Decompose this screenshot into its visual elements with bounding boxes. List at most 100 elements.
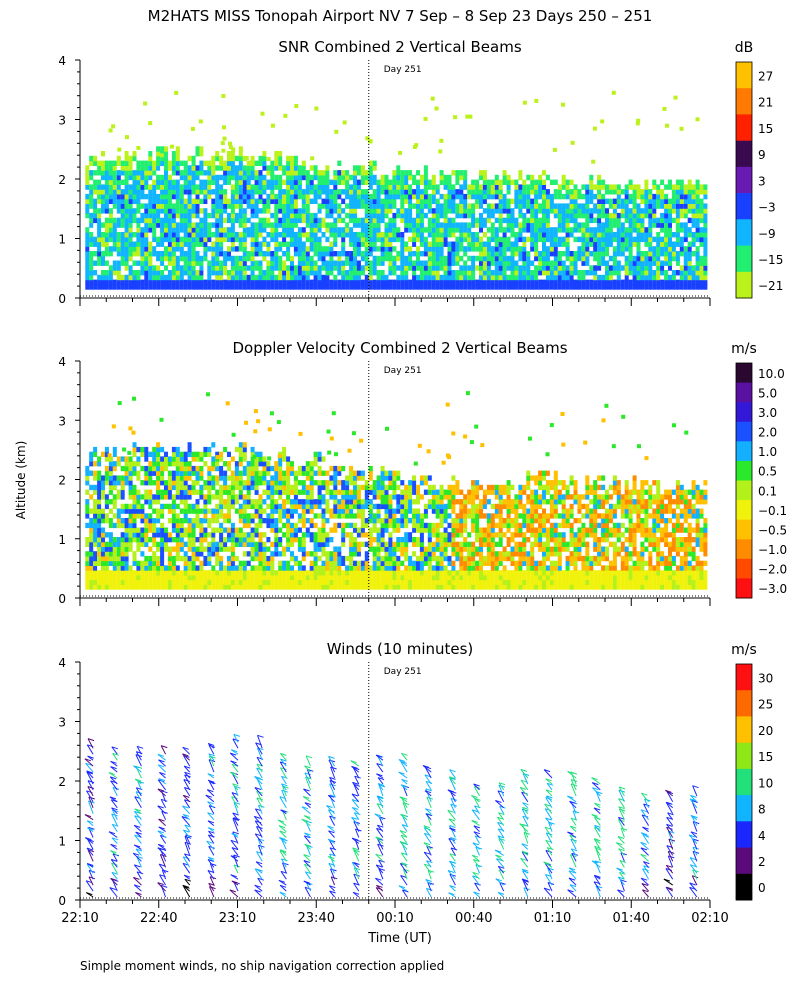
heatmap-cell — [180, 494, 184, 499]
heatmap-cell — [188, 232, 192, 237]
heatmap-cell — [306, 189, 310, 194]
heatmap-cell — [184, 256, 188, 261]
heatmap-cell — [160, 580, 164, 585]
heatmap-cell — [664, 246, 668, 251]
heatmap-cell — [196, 194, 200, 199]
heatmap-cell — [125, 504, 129, 509]
heatmap-cell — [266, 537, 270, 542]
heatmap-cell — [530, 184, 534, 189]
heatmap-cell — [152, 199, 156, 204]
heatmap-cell — [113, 189, 117, 194]
heatmap-cell — [302, 509, 306, 514]
heatmap-cell — [247, 280, 251, 285]
heatmap-cell — [255, 575, 259, 580]
heatmap-cell — [89, 542, 93, 547]
heatmap-cell — [176, 447, 180, 452]
heatmap-cell — [152, 466, 156, 471]
heatmap-cell — [475, 265, 479, 270]
heatmap-cell — [325, 170, 329, 175]
heatmap-cell — [585, 280, 589, 285]
heatmap-cell — [298, 194, 302, 199]
heatmap-cell — [133, 208, 137, 213]
heatmap-cell — [526, 251, 530, 256]
heatmap-cell — [503, 265, 507, 270]
heatmap-cell — [121, 466, 125, 471]
heatmap-cell — [487, 251, 491, 256]
heatmap-cell — [227, 452, 231, 457]
heatmap-cell — [459, 184, 463, 189]
heatmap-cell — [377, 218, 381, 223]
heatmap-cell — [184, 222, 188, 227]
heatmap-cell — [176, 165, 180, 170]
heatmap-cell — [196, 175, 200, 180]
heatmap-cell — [467, 242, 471, 247]
heatmap-cell — [400, 256, 404, 261]
heatmap-cell — [381, 261, 385, 266]
heatmap-cell — [117, 156, 121, 161]
heatmap-cell — [243, 213, 247, 218]
heatmap-cell — [329, 194, 333, 199]
heatmap-cell — [262, 284, 266, 289]
heatmap-cell — [585, 184, 589, 189]
heatmap-cell — [522, 184, 526, 189]
heatmap-cell — [369, 232, 373, 237]
heatmap-cell — [381, 256, 385, 261]
heatmap-cell — [247, 175, 251, 180]
heatmap-cell — [672, 280, 676, 285]
heatmap-cell — [199, 551, 203, 556]
heatmap-cell — [436, 213, 440, 218]
heatmap-cell — [255, 246, 259, 251]
heatmap-cell — [668, 213, 672, 218]
heatmap-cell — [117, 270, 121, 275]
heatmap-cell — [101, 570, 105, 575]
heatmap-cell — [668, 199, 672, 204]
heatmap-cell — [451, 275, 455, 280]
heatmap-cell — [278, 528, 282, 533]
heatmap-cell — [259, 265, 263, 270]
heatmap-cell — [507, 203, 511, 208]
heatmap-cell — [203, 532, 207, 537]
heatmap-cell — [282, 551, 286, 556]
heatmap-cell — [621, 199, 625, 204]
heatmap-cell — [247, 199, 251, 204]
heatmap-cell — [192, 208, 196, 213]
heatmap-cell — [314, 461, 318, 466]
heatmap-cell — [495, 246, 499, 251]
heatmap-cell — [487, 213, 491, 218]
heatmap-cell — [282, 490, 286, 495]
heatmap-cell — [333, 580, 337, 585]
heatmap-cell — [199, 456, 203, 461]
heatmap-cell — [318, 246, 322, 251]
heatmap-cell — [468, 115, 472, 119]
heatmap-cell — [566, 208, 570, 213]
heatmap-cell — [282, 280, 286, 285]
heatmap-cell — [255, 556, 259, 561]
heatmap-cell — [156, 237, 160, 242]
heatmap-cell — [231, 551, 235, 556]
heatmap-cell — [129, 471, 133, 476]
heatmap-cell — [613, 232, 617, 237]
heatmap-cell — [231, 237, 235, 242]
heatmap-cell — [507, 242, 511, 247]
heatmap-cell — [215, 261, 219, 266]
heatmap-cell — [396, 280, 400, 285]
heatmap-cell — [629, 251, 633, 256]
heatmap-cell — [270, 256, 274, 261]
heatmap-cell — [270, 584, 274, 589]
heatmap-cell — [428, 180, 432, 185]
heatmap-cell — [227, 537, 231, 542]
heatmap-cell — [700, 261, 704, 266]
heatmap-cell — [262, 499, 266, 504]
heatmap-cell — [239, 151, 243, 156]
heatmap-cell — [518, 251, 522, 256]
heatmap-cell — [215, 551, 219, 556]
heatmap-cell — [388, 222, 392, 227]
heatmap-cell — [688, 270, 692, 275]
heatmap-cell — [211, 265, 215, 270]
heatmap-cell — [294, 556, 298, 561]
heatmap-cell — [562, 218, 566, 223]
heatmap-cell — [637, 256, 641, 261]
heatmap-cell — [286, 242, 290, 247]
heatmap-cell — [243, 518, 247, 523]
heatmap-cell — [121, 547, 125, 552]
